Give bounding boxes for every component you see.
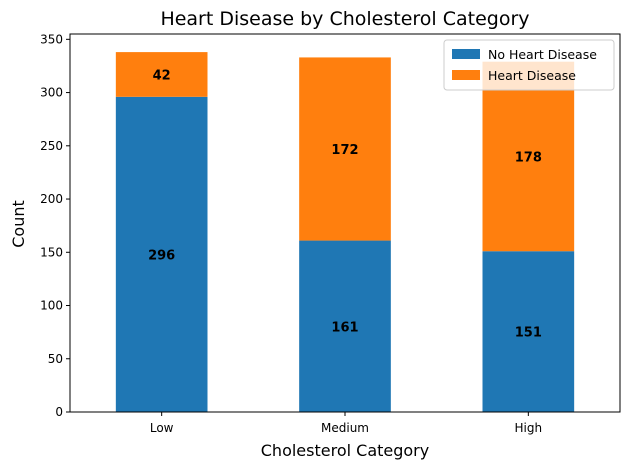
y-tick-label: 200 (40, 192, 63, 206)
bar-heart-disease-high (482, 61, 575, 252)
data-label: 161 (331, 320, 358, 335)
y-tick-label: 150 (40, 245, 63, 259)
y-tick-label: 350 (40, 32, 63, 46)
data-label: 178 (515, 150, 542, 165)
plot-area: 0 50 100 150 200 250 300 350 296 42 Low 161 172 Mediu… (40, 32, 621, 435)
bar-heart-disease-medium (299, 57, 391, 241)
bar-heart-disease-low (115, 52, 208, 97)
bar-no-heart-disease-low (115, 96, 208, 412)
x-tick-label: High (515, 421, 543, 435)
legend-swatch (452, 70, 480, 80)
y-tick-label: 300 (40, 86, 63, 100)
data-label: 296 (148, 248, 175, 263)
y-axis-label: Count (9, 200, 28, 248)
legend-label: No Heart Disease (488, 47, 597, 62)
bar-no-heart-disease-high (482, 251, 575, 412)
legend: No Heart Disease Heart Disease (443, 39, 615, 91)
y-tick-label: 100 (40, 299, 63, 313)
data-label: 42 (153, 68, 171, 83)
y-tick-label: 50 (48, 352, 63, 366)
y-tick-label: 250 (40, 139, 63, 153)
x-tick-label: Medium (321, 421, 369, 435)
legend-swatch (452, 49, 480, 59)
x-axis-label: Cholesterol Category (261, 441, 429, 460)
data-label: 172 (331, 143, 358, 158)
legend-box (443, 39, 615, 91)
legend-label: Heart Disease (488, 68, 576, 83)
bar-no-heart-disease-medium (299, 240, 391, 412)
axes-frame (69, 33, 621, 413)
chart-title: Heart Disease by Cholesterol Category (160, 8, 529, 30)
data-label: 151 (515, 326, 542, 341)
x-tick-label: Low (150, 421, 174, 435)
y-tick-label: 0 (55, 405, 63, 419)
